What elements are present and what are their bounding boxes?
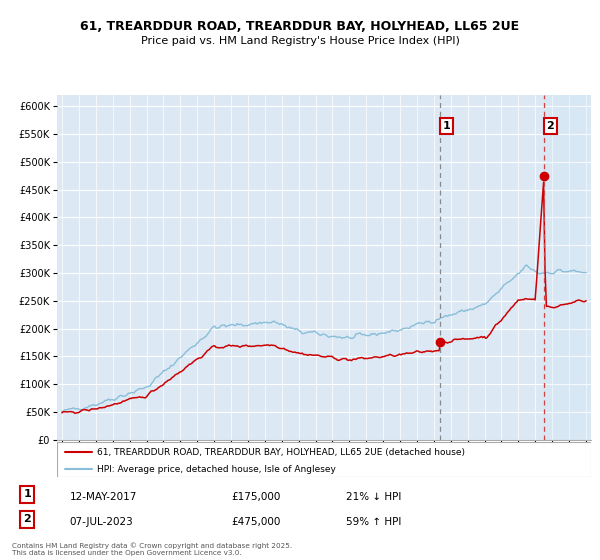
Text: 21% ↓ HPI: 21% ↓ HPI (346, 492, 401, 502)
Text: 59% ↑ HPI: 59% ↑ HPI (346, 517, 401, 527)
Text: 61, TREARDDUR ROAD, TREARDDUR BAY, HOLYHEAD, LL65 2UE: 61, TREARDDUR ROAD, TREARDDUR BAY, HOLYH… (80, 20, 520, 32)
Text: 1: 1 (443, 121, 451, 130)
Text: 2: 2 (547, 121, 554, 130)
Text: 07-JUL-2023: 07-JUL-2023 (70, 517, 133, 527)
Text: Contains HM Land Registry data © Crown copyright and database right 2025.
This d: Contains HM Land Registry data © Crown c… (12, 542, 292, 556)
Text: £475,000: £475,000 (231, 517, 280, 527)
Text: 61, TREARDDUR ROAD, TREARDDUR BAY, HOLYHEAD, LL65 2UE (detached house): 61, TREARDDUR ROAD, TREARDDUR BAY, HOLYH… (97, 447, 465, 456)
Bar (544, 95, 600, 440)
Text: 2: 2 (23, 515, 31, 525)
Text: Price paid vs. HM Land Registry's House Price Index (HPI): Price paid vs. HM Land Registry's House … (140, 36, 460, 46)
Text: £175,000: £175,000 (231, 492, 280, 502)
Text: 12-MAY-2017: 12-MAY-2017 (70, 492, 137, 502)
Text: HPI: Average price, detached house, Isle of Anglesey: HPI: Average price, detached house, Isle… (97, 465, 336, 474)
Text: 1: 1 (23, 489, 31, 500)
